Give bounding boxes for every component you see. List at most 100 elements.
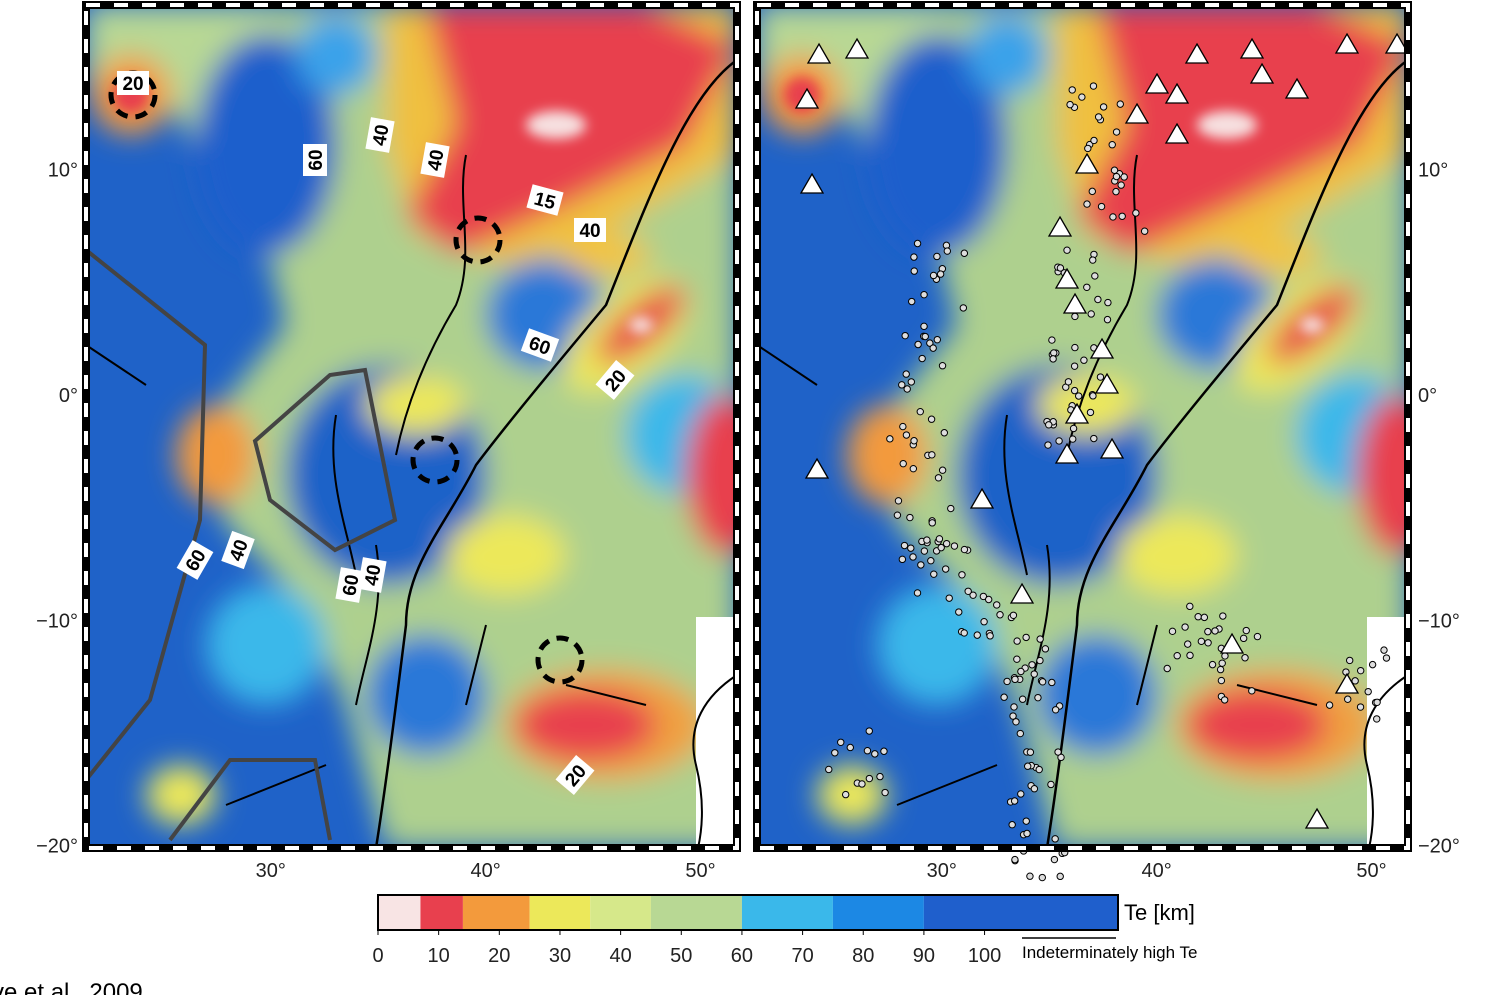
earthquake	[1218, 659, 1226, 667]
earthquake	[984, 595, 993, 604]
earthquake	[1016, 729, 1025, 738]
contour-label-bg	[221, 530, 255, 570]
colorbar-bin	[529, 895, 591, 930]
volcano	[969, 487, 995, 509]
earthquake	[1011, 675, 1019, 684]
earthquake	[960, 249, 969, 257]
earthquake	[1026, 748, 1035, 756]
earthquake	[910, 253, 918, 261]
earthquake	[929, 271, 938, 280]
earthquake	[938, 466, 947, 474]
earthquake	[1056, 264, 1065, 272]
earthquake	[1382, 654, 1391, 662]
earthquake	[959, 304, 968, 312]
citation: ve et al., 2009	[0, 979, 143, 995]
contour-label-bg	[520, 328, 560, 362]
earthquake	[979, 592, 988, 601]
volcano	[1219, 632, 1245, 654]
earthquake	[941, 565, 950, 573]
volcano	[1184, 42, 1210, 64]
volcano	[1249, 62, 1275, 84]
volcano	[1124, 102, 1150, 124]
earthquake	[865, 774, 874, 783]
colorbar-tick-label: 90	[913, 945, 935, 967]
earthquake	[900, 541, 909, 550]
earthquake	[993, 601, 1001, 609]
earthquake	[1103, 315, 1112, 324]
colorbar-bin	[741, 895, 833, 930]
colorbar-bin	[462, 895, 530, 930]
earthquake	[1088, 187, 1096, 196]
colorbar-tick-label: 70	[791, 945, 813, 967]
earthquake	[858, 780, 866, 788]
volcano	[1089, 337, 1115, 359]
earthquake	[1090, 434, 1098, 443]
earthquake	[1373, 715, 1381, 723]
earthquake	[899, 422, 907, 431]
earthquake	[1356, 703, 1365, 711]
earthquake	[1248, 687, 1256, 695]
earthquake	[1373, 698, 1381, 707]
earthquake	[1242, 626, 1250, 635]
earthquake	[831, 749, 839, 757]
earthquake	[898, 555, 907, 564]
earthquake	[1108, 141, 1116, 149]
earthquake	[1186, 602, 1194, 611]
earthquake	[935, 535, 944, 543]
earthquake	[955, 608, 963, 616]
colorbar-bin	[923, 895, 1118, 930]
earthquake	[1132, 209, 1140, 217]
earthquake	[1009, 611, 1018, 619]
colorbar-tick-label: 20	[488, 945, 510, 967]
volcano	[1284, 77, 1310, 99]
earthquake	[886, 435, 894, 443]
earthquake	[909, 464, 918, 473]
contour-label-group: 40	[221, 530, 255, 570]
earthquake	[938, 361, 947, 370]
earthquake	[1080, 356, 1088, 364]
earthquake	[1017, 667, 1025, 676]
earthquake	[902, 370, 910, 378]
earthquake	[1168, 627, 1177, 636]
earthquake	[930, 570, 938, 578]
earthquake	[1036, 635, 1044, 643]
earthquake	[926, 339, 934, 347]
earthquake	[825, 765, 833, 774]
earthquake	[1109, 213, 1117, 221]
earthquake	[1071, 312, 1079, 321]
earthquake	[914, 340, 922, 349]
earthquake	[899, 459, 907, 468]
earthquake	[841, 790, 850, 799]
earthquake	[913, 589, 922, 597]
earthquake	[920, 322, 928, 331]
earthquake	[1049, 355, 1057, 363]
contour-label-group: 60	[303, 144, 327, 176]
earthquake	[1070, 386, 1079, 395]
earthquake	[1063, 246, 1071, 254]
lon-tick-label: 30°	[256, 860, 286, 882]
earthquake	[1089, 256, 1097, 264]
earthquake	[1173, 652, 1181, 660]
earthquake	[1035, 765, 1043, 774]
volcano	[844, 37, 870, 59]
earthquake	[986, 632, 994, 640]
earthquake	[1036, 656, 1044, 665]
earthquake	[1011, 855, 1019, 864]
earthquake	[927, 415, 936, 423]
earthquake	[1090, 136, 1098, 145]
contour-label-bg	[335, 567, 365, 603]
earthquake	[1200, 613, 1209, 622]
contour-label: 20	[122, 74, 143, 95]
lon-tick-label: 40°	[1141, 860, 1171, 882]
earthquake	[950, 542, 959, 550]
earthquake	[940, 429, 949, 437]
contour-label-group: 60	[520, 328, 560, 362]
lat-tick-label: −20°	[36, 836, 78, 858]
earthquake	[1104, 298, 1112, 307]
earthquake	[996, 611, 1004, 619]
volcano	[1074, 152, 1100, 174]
earthquake	[1211, 627, 1219, 635]
earthquake	[901, 331, 909, 340]
